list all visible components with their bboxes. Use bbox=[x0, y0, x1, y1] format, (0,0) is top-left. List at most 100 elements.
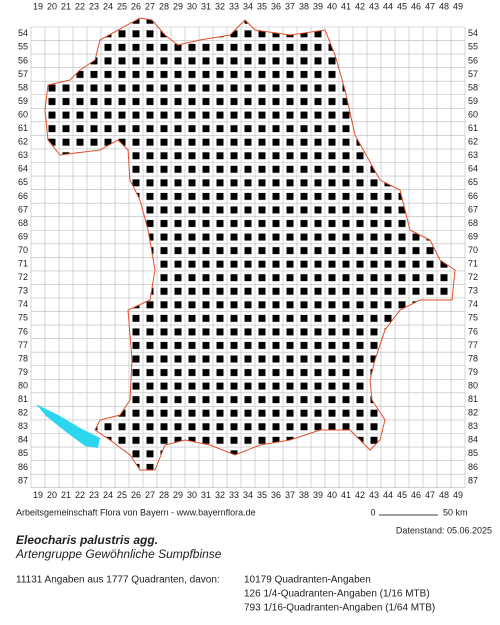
y-label: 59 bbox=[18, 96, 28, 106]
x-label: 38 bbox=[299, 490, 309, 500]
x-label: 39 bbox=[313, 1, 323, 11]
y-label: 66 bbox=[18, 191, 28, 201]
x-label: 42 bbox=[355, 490, 365, 500]
x-label: 46 bbox=[411, 490, 421, 500]
x-label: 25 bbox=[117, 490, 127, 500]
x-label: 38 bbox=[299, 1, 309, 11]
x-label: 28 bbox=[159, 490, 169, 500]
x-label: 39 bbox=[313, 490, 323, 500]
x-label: 31 bbox=[201, 490, 211, 500]
y-label: 82 bbox=[18, 408, 28, 418]
x-label: 28 bbox=[159, 1, 169, 11]
x-label: 34 bbox=[243, 490, 253, 500]
x-label: 43 bbox=[369, 490, 379, 500]
y-label: 56 bbox=[468, 55, 478, 65]
x-label: 41 bbox=[341, 1, 351, 11]
x-label: 29 bbox=[173, 490, 183, 500]
x-label: 48 bbox=[439, 1, 449, 11]
x-label: 20 bbox=[47, 1, 57, 11]
x-label: 19 bbox=[33, 490, 43, 500]
x-label: 48 bbox=[439, 490, 449, 500]
x-label: 31 bbox=[201, 1, 211, 11]
x-label: 43 bbox=[369, 1, 379, 11]
lake-constance bbox=[36, 404, 100, 448]
y-label: 75 bbox=[18, 313, 28, 323]
y-label: 73 bbox=[468, 286, 478, 296]
x-label: 26 bbox=[131, 490, 141, 500]
y-label: 77 bbox=[468, 340, 478, 350]
y-label: 71 bbox=[468, 259, 478, 269]
x-label: 45 bbox=[397, 490, 407, 500]
x-label: 30 bbox=[187, 490, 197, 500]
scale-start: 0 bbox=[370, 507, 375, 517]
x-label: 20 bbox=[47, 490, 57, 500]
y-label: 63 bbox=[468, 150, 478, 160]
x-label: 36 bbox=[271, 1, 281, 11]
y-label: 86 bbox=[18, 462, 28, 472]
y-label: 60 bbox=[18, 109, 28, 119]
x-label: 37 bbox=[285, 490, 295, 500]
y-label: 64 bbox=[468, 164, 478, 174]
x-label: 40 bbox=[327, 1, 337, 11]
y-label: 69 bbox=[18, 231, 28, 241]
y-label: 77 bbox=[18, 340, 28, 350]
y-label: 67 bbox=[468, 204, 478, 214]
x-label: 23 bbox=[89, 1, 99, 11]
x-label: 30 bbox=[187, 1, 197, 11]
date: Datenstand: 05.06.2025 bbox=[396, 525, 492, 535]
x-label: 35 bbox=[257, 1, 267, 11]
y-label: 69 bbox=[468, 231, 478, 241]
x-label: 22 bbox=[75, 490, 85, 500]
y-label: 72 bbox=[468, 272, 478, 282]
x-label: 26 bbox=[131, 1, 141, 11]
y-label: 73 bbox=[18, 286, 28, 296]
x-label: 32 bbox=[215, 1, 225, 11]
y-label: 63 bbox=[18, 150, 28, 160]
x-label: 47 bbox=[425, 1, 435, 11]
y-label: 62 bbox=[18, 137, 28, 147]
y-label: 66 bbox=[468, 191, 478, 201]
stats-line: 10179 Quadranten-Angaben bbox=[244, 575, 371, 586]
y-label: 82 bbox=[468, 408, 478, 418]
y-label: 86 bbox=[468, 462, 478, 472]
x-label: 19 bbox=[33, 1, 43, 11]
y-label: 68 bbox=[468, 218, 478, 228]
x-label: 49 bbox=[453, 1, 463, 11]
x-label: 35 bbox=[257, 490, 267, 500]
stats-line: 793 1/16-Quadranten-Angaben (1/64 MTB) bbox=[244, 603, 435, 614]
state-border bbox=[44, 17, 456, 471]
y-label: 75 bbox=[468, 313, 478, 323]
x-label: 22 bbox=[75, 1, 85, 11]
x-label: 37 bbox=[285, 1, 295, 11]
y-label: 85 bbox=[468, 448, 478, 458]
x-label: 42 bbox=[355, 1, 365, 11]
y-label: 80 bbox=[468, 380, 478, 390]
y-label: 57 bbox=[18, 69, 28, 79]
y-label: 76 bbox=[468, 326, 478, 336]
x-label: 27 bbox=[145, 490, 155, 500]
x-label: 34 bbox=[243, 1, 253, 11]
x-label: 47 bbox=[425, 490, 435, 500]
y-label: 65 bbox=[18, 177, 28, 187]
x-label: 25 bbox=[117, 1, 127, 11]
y-label: 87 bbox=[468, 475, 478, 485]
x-label: 33 bbox=[229, 490, 239, 500]
credit: Arbeitsgemeinschaft Flora von Bayern - w… bbox=[16, 507, 256, 517]
y-label: 78 bbox=[468, 353, 478, 363]
y-label: 70 bbox=[468, 245, 478, 255]
y-label: 60 bbox=[468, 109, 478, 119]
y-label: 84 bbox=[468, 435, 478, 445]
x-label: 32 bbox=[215, 490, 225, 500]
x-label: 36 bbox=[271, 490, 281, 500]
y-label: 70 bbox=[18, 245, 28, 255]
x-label: 40 bbox=[327, 490, 337, 500]
y-label: 87 bbox=[18, 475, 28, 485]
x-label: 46 bbox=[411, 1, 421, 11]
y-label: 79 bbox=[18, 367, 28, 377]
y-label: 61 bbox=[468, 123, 478, 133]
species-group: Artengruppe Gewöhnliche Sumpfbinse bbox=[15, 547, 222, 561]
y-label: 83 bbox=[468, 421, 478, 431]
y-label: 79 bbox=[468, 367, 478, 377]
y-label: 57 bbox=[468, 69, 478, 79]
